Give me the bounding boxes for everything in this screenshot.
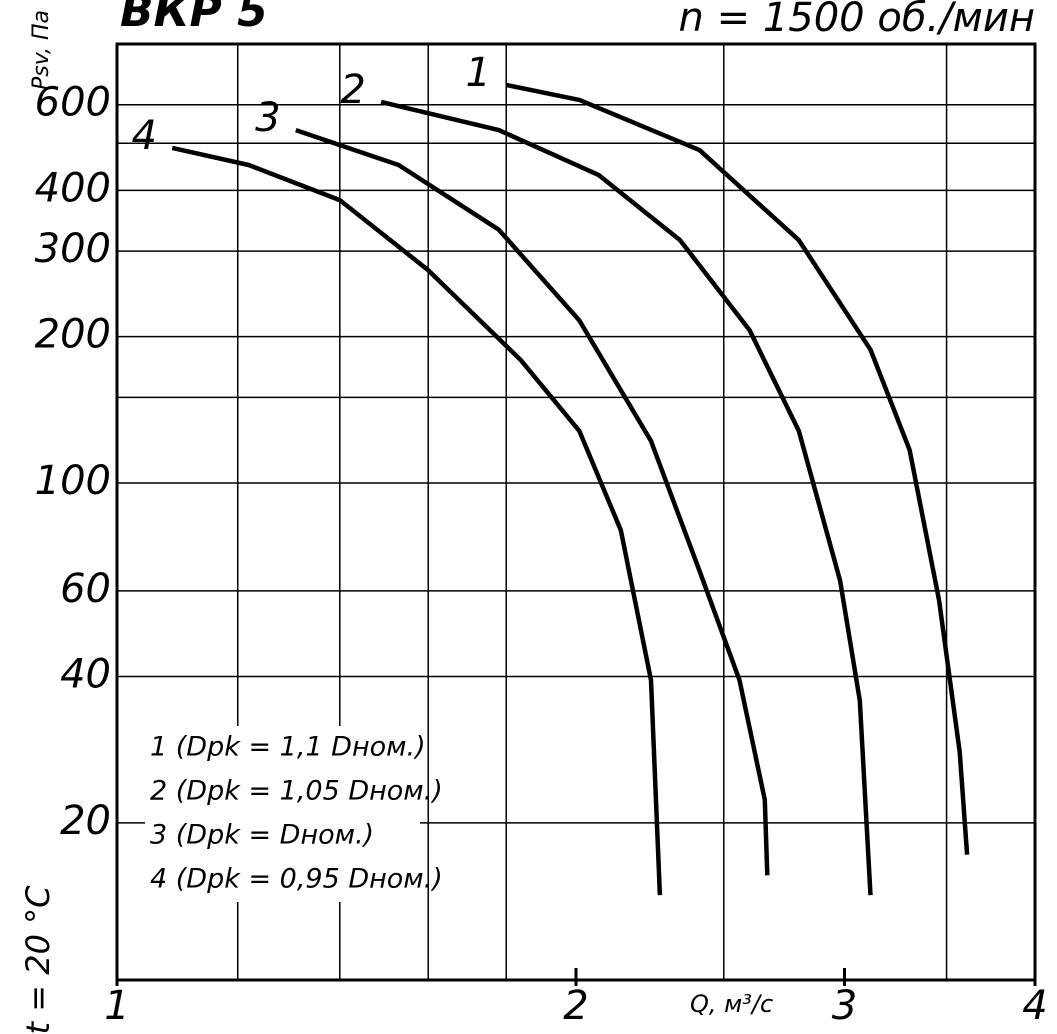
legend-entry: 4 (Dpk = 0,95 Dном.): [150, 864, 443, 895]
legend-bg: [145, 858, 420, 902]
legend-bg: [145, 726, 420, 770]
plot-frame: [115, 42, 1037, 982]
x-axis-label: Q, м³/с: [690, 990, 773, 1018]
y-tick-label: 600: [35, 80, 111, 126]
annotation: t = 20 °C: [19, 885, 57, 1034]
legend-entry: 1 (Dpk = 1,1 Dном.): [150, 732, 426, 763]
x-tick-label: 1: [104, 983, 129, 1029]
y-tick-label: 20: [60, 798, 111, 844]
legend-entry: 2 (Dpk = 1,05 Dном.): [150, 776, 443, 807]
curve: [380, 99, 873, 896]
curve: [505, 82, 970, 855]
curve-label: 2: [340, 67, 365, 113]
x-tick-label: 4: [1022, 983, 1047, 1029]
chart-title: ВКР 5: [120, 0, 268, 37]
curve: [171, 145, 663, 896]
legend-bg: [145, 770, 420, 814]
curve: [295, 127, 770, 876]
curve-label: 4: [132, 113, 157, 159]
y-tick-label: 200: [35, 312, 111, 358]
y-tick-label: 40: [60, 651, 111, 697]
curve-label: 3: [255, 95, 280, 141]
chart-subtitle: n = 1500 об./мин: [679, 0, 1035, 41]
legend-bg: [145, 814, 420, 858]
y-axis-label: Psv, Па: [29, 10, 54, 90]
y-tick-label: 300: [35, 226, 111, 272]
y-tick-label: 60: [60, 566, 111, 612]
y-tick-label: 100: [35, 458, 111, 504]
y-tick-label: 400: [35, 165, 111, 211]
curve-label: 1: [466, 50, 491, 96]
x-tick-label: 2: [563, 983, 588, 1029]
x-tick-label: 3: [832, 983, 857, 1029]
legend-entry: 3 (Dpk = Dном.): [150, 820, 374, 851]
